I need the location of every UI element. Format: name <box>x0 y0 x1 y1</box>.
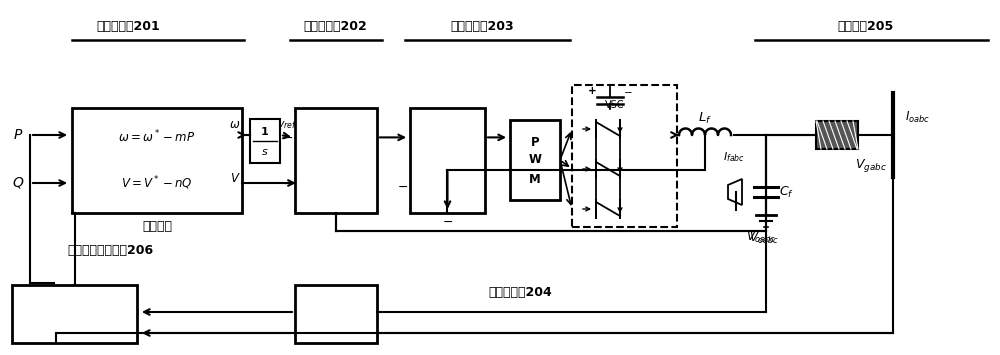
Text: $P$: $P$ <box>13 128 23 142</box>
Text: 下垂控制: 下垂控制 <box>142 220 172 234</box>
Text: $V=V^*-nQ$: $V=V^*-nQ$ <box>121 175 193 192</box>
Bar <box>295 285 377 343</box>
Text: 虚拟阻抗环204: 虚拟阻抗环204 <box>488 286 552 300</box>
Text: $-$: $-$ <box>282 176 294 190</box>
Text: $V$: $V$ <box>230 171 240 185</box>
Bar <box>250 119 280 163</box>
Text: $\omega$: $\omega$ <box>229 119 241 131</box>
Bar <box>295 108 377 213</box>
Text: $Q$: $Q$ <box>12 175 24 191</box>
Text: P: P <box>531 136 539 149</box>
Bar <box>816 121 858 149</box>
Text: +: + <box>588 86 596 96</box>
Text: 电流控制环203: 电流控制环203 <box>450 21 514 33</box>
Text: $-$: $-$ <box>442 214 453 228</box>
Text: W: W <box>528 153 542 166</box>
Text: VSC: VSC <box>605 100 625 110</box>
Bar <box>72 108 242 213</box>
Text: $V_{oabc}$: $V_{oabc}$ <box>746 229 776 245</box>
Text: 1: 1 <box>261 127 269 137</box>
Text: $\omega=\omega^*-mP$: $\omega=\omega^*-mP$ <box>118 129 196 146</box>
Text: M: M <box>529 173 541 186</box>
Text: 线路阻抗205: 线路阻抗205 <box>837 21 893 33</box>
Text: $-$: $-$ <box>623 86 633 96</box>
Text: $I_{fabc}$: $I_{fabc}$ <box>723 150 745 164</box>
Text: 平均功率计算模块206: 平均功率计算模块206 <box>67 244 153 257</box>
Text: $-$: $-$ <box>397 180 409 193</box>
Text: $s$: $s$ <box>261 147 269 157</box>
Text: $C_f$: $C_f$ <box>779 185 793 200</box>
Text: $I_{oabc}$: $I_{oabc}$ <box>905 109 930 125</box>
Bar <box>572 85 677 227</box>
Text: $L_f$: $L_f$ <box>698 110 712 126</box>
Text: $v_{ref}$: $v_{ref}$ <box>277 120 297 131</box>
Text: $V_{gabc}$: $V_{gabc}$ <box>855 157 887 174</box>
Text: 电压控制环202: 电压控制环202 <box>303 21 367 33</box>
Text: $V_{oabc}$: $V_{oabc}$ <box>749 230 779 246</box>
Bar <box>510 120 560 200</box>
Text: 功率控制环201: 功率控制环201 <box>96 21 160 33</box>
Bar <box>12 285 137 343</box>
Bar <box>410 108 485 213</box>
Text: $-$: $-$ <box>282 131 294 144</box>
